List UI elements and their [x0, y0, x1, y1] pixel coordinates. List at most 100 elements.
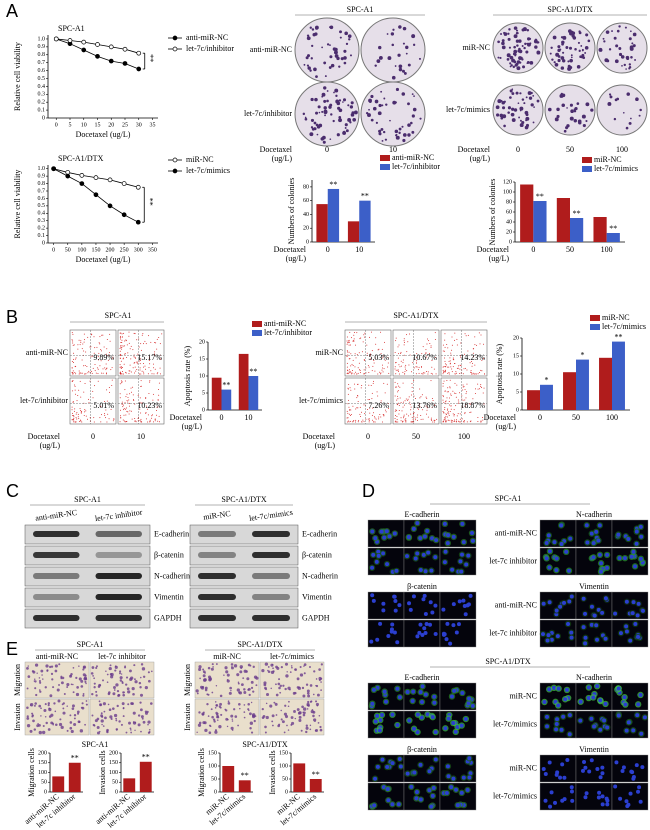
event-dot — [397, 391, 399, 393]
colony — [315, 27, 318, 30]
significance: ** — [573, 209, 581, 218]
event-dot — [72, 342, 74, 344]
event-dot — [371, 392, 373, 394]
cell — [141, 667, 146, 671]
event-dot — [355, 371, 357, 373]
event-dot — [444, 350, 446, 352]
colony — [519, 106, 524, 111]
event-dot — [353, 420, 355, 422]
blot-strip — [189, 608, 299, 629]
cell — [148, 679, 151, 683]
cell — [265, 702, 268, 705]
colony — [548, 108, 552, 111]
event-dot — [373, 362, 375, 364]
event-dot — [421, 366, 423, 368]
colony — [336, 133, 340, 137]
colony — [506, 53, 511, 58]
cell — [73, 713, 77, 717]
x-tick-label: 0 — [55, 122, 58, 128]
nucleus — [466, 602, 471, 607]
colony — [565, 126, 569, 130]
cell — [134, 721, 137, 724]
nucleus — [389, 627, 394, 632]
cell — [50, 665, 54, 668]
colony — [402, 133, 407, 137]
cell — [242, 677, 245, 680]
colony — [584, 52, 587, 54]
cell — [211, 663, 214, 666]
event-dot — [430, 380, 432, 382]
colony — [368, 108, 370, 111]
event-dot — [363, 404, 365, 406]
event-dot — [422, 373, 424, 375]
event-dot — [452, 390, 454, 392]
cell — [237, 724, 239, 727]
colony — [585, 102, 590, 107]
colony — [401, 69, 405, 73]
nucleus — [603, 636, 608, 641]
event-dot — [96, 367, 98, 369]
colony — [525, 113, 529, 117]
event-dot — [450, 421, 452, 423]
event-dot — [414, 397, 416, 399]
nucleus — [635, 613, 640, 618]
event-dot — [482, 416, 484, 418]
nucleus — [375, 764, 380, 769]
event-dot — [402, 359, 404, 361]
event-dot — [78, 339, 80, 341]
event-dot — [119, 373, 121, 375]
colony — [531, 62, 533, 65]
event-dot — [416, 366, 418, 368]
nucleus — [547, 687, 552, 692]
event-dot — [75, 393, 77, 395]
event-dot — [77, 344, 79, 346]
y-tick-label: 1.0 — [38, 166, 46, 172]
colony — [507, 37, 511, 41]
colony — [419, 117, 422, 120]
event-dot — [470, 411, 472, 413]
event-dot — [74, 372, 76, 374]
event-dot — [94, 370, 96, 372]
event-dot — [148, 358, 150, 360]
cell — [298, 718, 302, 722]
colony — [579, 55, 582, 59]
cell — [249, 721, 254, 725]
significance: ** — [536, 192, 544, 201]
event-dot — [139, 360, 141, 362]
event-dot — [71, 360, 73, 362]
nucleus — [451, 721, 456, 726]
panel-letter: A — [6, 1, 18, 21]
colony — [521, 28, 525, 32]
culture-plate — [360, 17, 426, 83]
event-dot — [139, 397, 141, 399]
legend-label: miR-NC — [594, 155, 622, 164]
nucleus — [460, 690, 465, 695]
nucleus — [445, 541, 450, 546]
event-dot — [134, 357, 136, 359]
y-tick-label: 10 — [513, 371, 519, 377]
colony — [314, 32, 318, 36]
cell — [140, 676, 142, 679]
colony — [526, 42, 531, 47]
cell — [151, 670, 153, 673]
nucleus — [390, 802, 395, 807]
dose-label: 0 — [516, 145, 520, 154]
event-dot — [72, 418, 74, 420]
nucleus — [600, 771, 605, 776]
event-dot — [371, 414, 373, 416]
cell — [115, 719, 118, 722]
event-dot — [447, 372, 449, 374]
colony — [521, 120, 525, 125]
nucleus — [410, 699, 415, 704]
event-dot — [148, 367, 150, 369]
cell — [220, 713, 223, 716]
legend-swatch — [380, 155, 390, 161]
event-dot — [73, 415, 75, 417]
marker-label: N-cadherin — [576, 673, 612, 682]
nucleus — [378, 621, 383, 626]
section-title: SPC-A1 — [495, 494, 522, 503]
cell — [140, 663, 144, 666]
y-tick-label: 0 — [202, 407, 205, 413]
dose-label: 10 — [137, 432, 145, 441]
cell — [51, 678, 54, 681]
